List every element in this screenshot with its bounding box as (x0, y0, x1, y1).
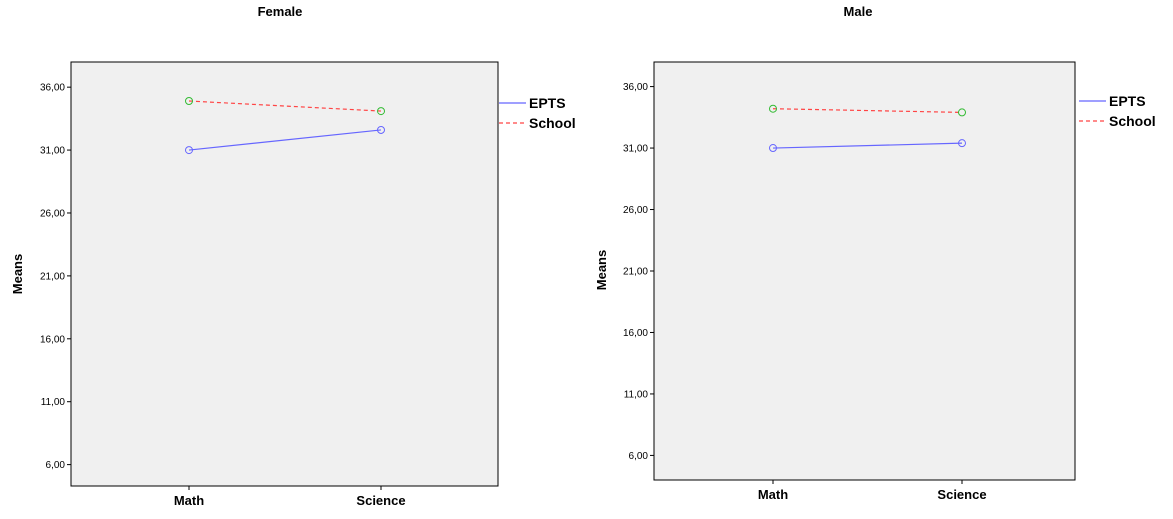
legend: EPTS School (499, 95, 576, 131)
x-axis: Math Science (758, 480, 987, 502)
legend-label: School (529, 115, 576, 131)
plot-area (71, 62, 498, 486)
x-tick-label: Science (356, 493, 405, 508)
y-tick-label: 21,00 (40, 271, 65, 282)
y-axis-label: Means (10, 254, 25, 294)
chart-title: Male (844, 4, 873, 19)
y-axis: 6,00 11,00 16,00 21,00 26,00 31,00 36,00 (40, 83, 71, 471)
legend-label: School (1109, 113, 1156, 129)
legend-label: EPTS (1109, 93, 1146, 109)
legend: EPTS School (1079, 93, 1156, 129)
chart-female: Female 6,00 11,00 16,00 21,00 26,00 31,00 36,0… (10, 4, 576, 508)
y-tick-label: 21,00 (623, 267, 648, 278)
y-tick-label: 6,00 (46, 460, 66, 471)
y-tick-label: 11,00 (624, 389, 649, 400)
y-tick-label: 11,00 (41, 397, 66, 408)
y-tick-label: 31,00 (40, 146, 65, 157)
y-tick-label: 36,00 (40, 83, 65, 94)
chart-male: Male 6,0011,0016,0021,0026,0031,0036,00 … (594, 4, 1156, 502)
y-tick-label: 36,00 (623, 82, 648, 93)
x-tick-label: Math (758, 487, 788, 502)
y-axis: 6,00 11,00 16,00 21,00 26,00 31,00 36,00 (623, 82, 654, 462)
y-axis-label: Means (594, 250, 609, 290)
x-axis: Math Science (174, 486, 406, 508)
y-tick-label: 6,00 (629, 451, 649, 462)
legend-label: EPTS (529, 95, 566, 111)
y-tick-label: 16,00 (40, 334, 65, 345)
x-tick-label: Science (937, 487, 986, 502)
y-tick-label: 16,00 (623, 328, 648, 339)
y-tick-label: 26,00 (40, 208, 65, 219)
x-tick-label: Math (174, 493, 204, 508)
chart-title: Female (258, 4, 303, 19)
y-tick-label: 26,00 (623, 205, 648, 216)
plot-area (654, 62, 1075, 480)
y-tick-label: 31,00 (623, 144, 648, 155)
